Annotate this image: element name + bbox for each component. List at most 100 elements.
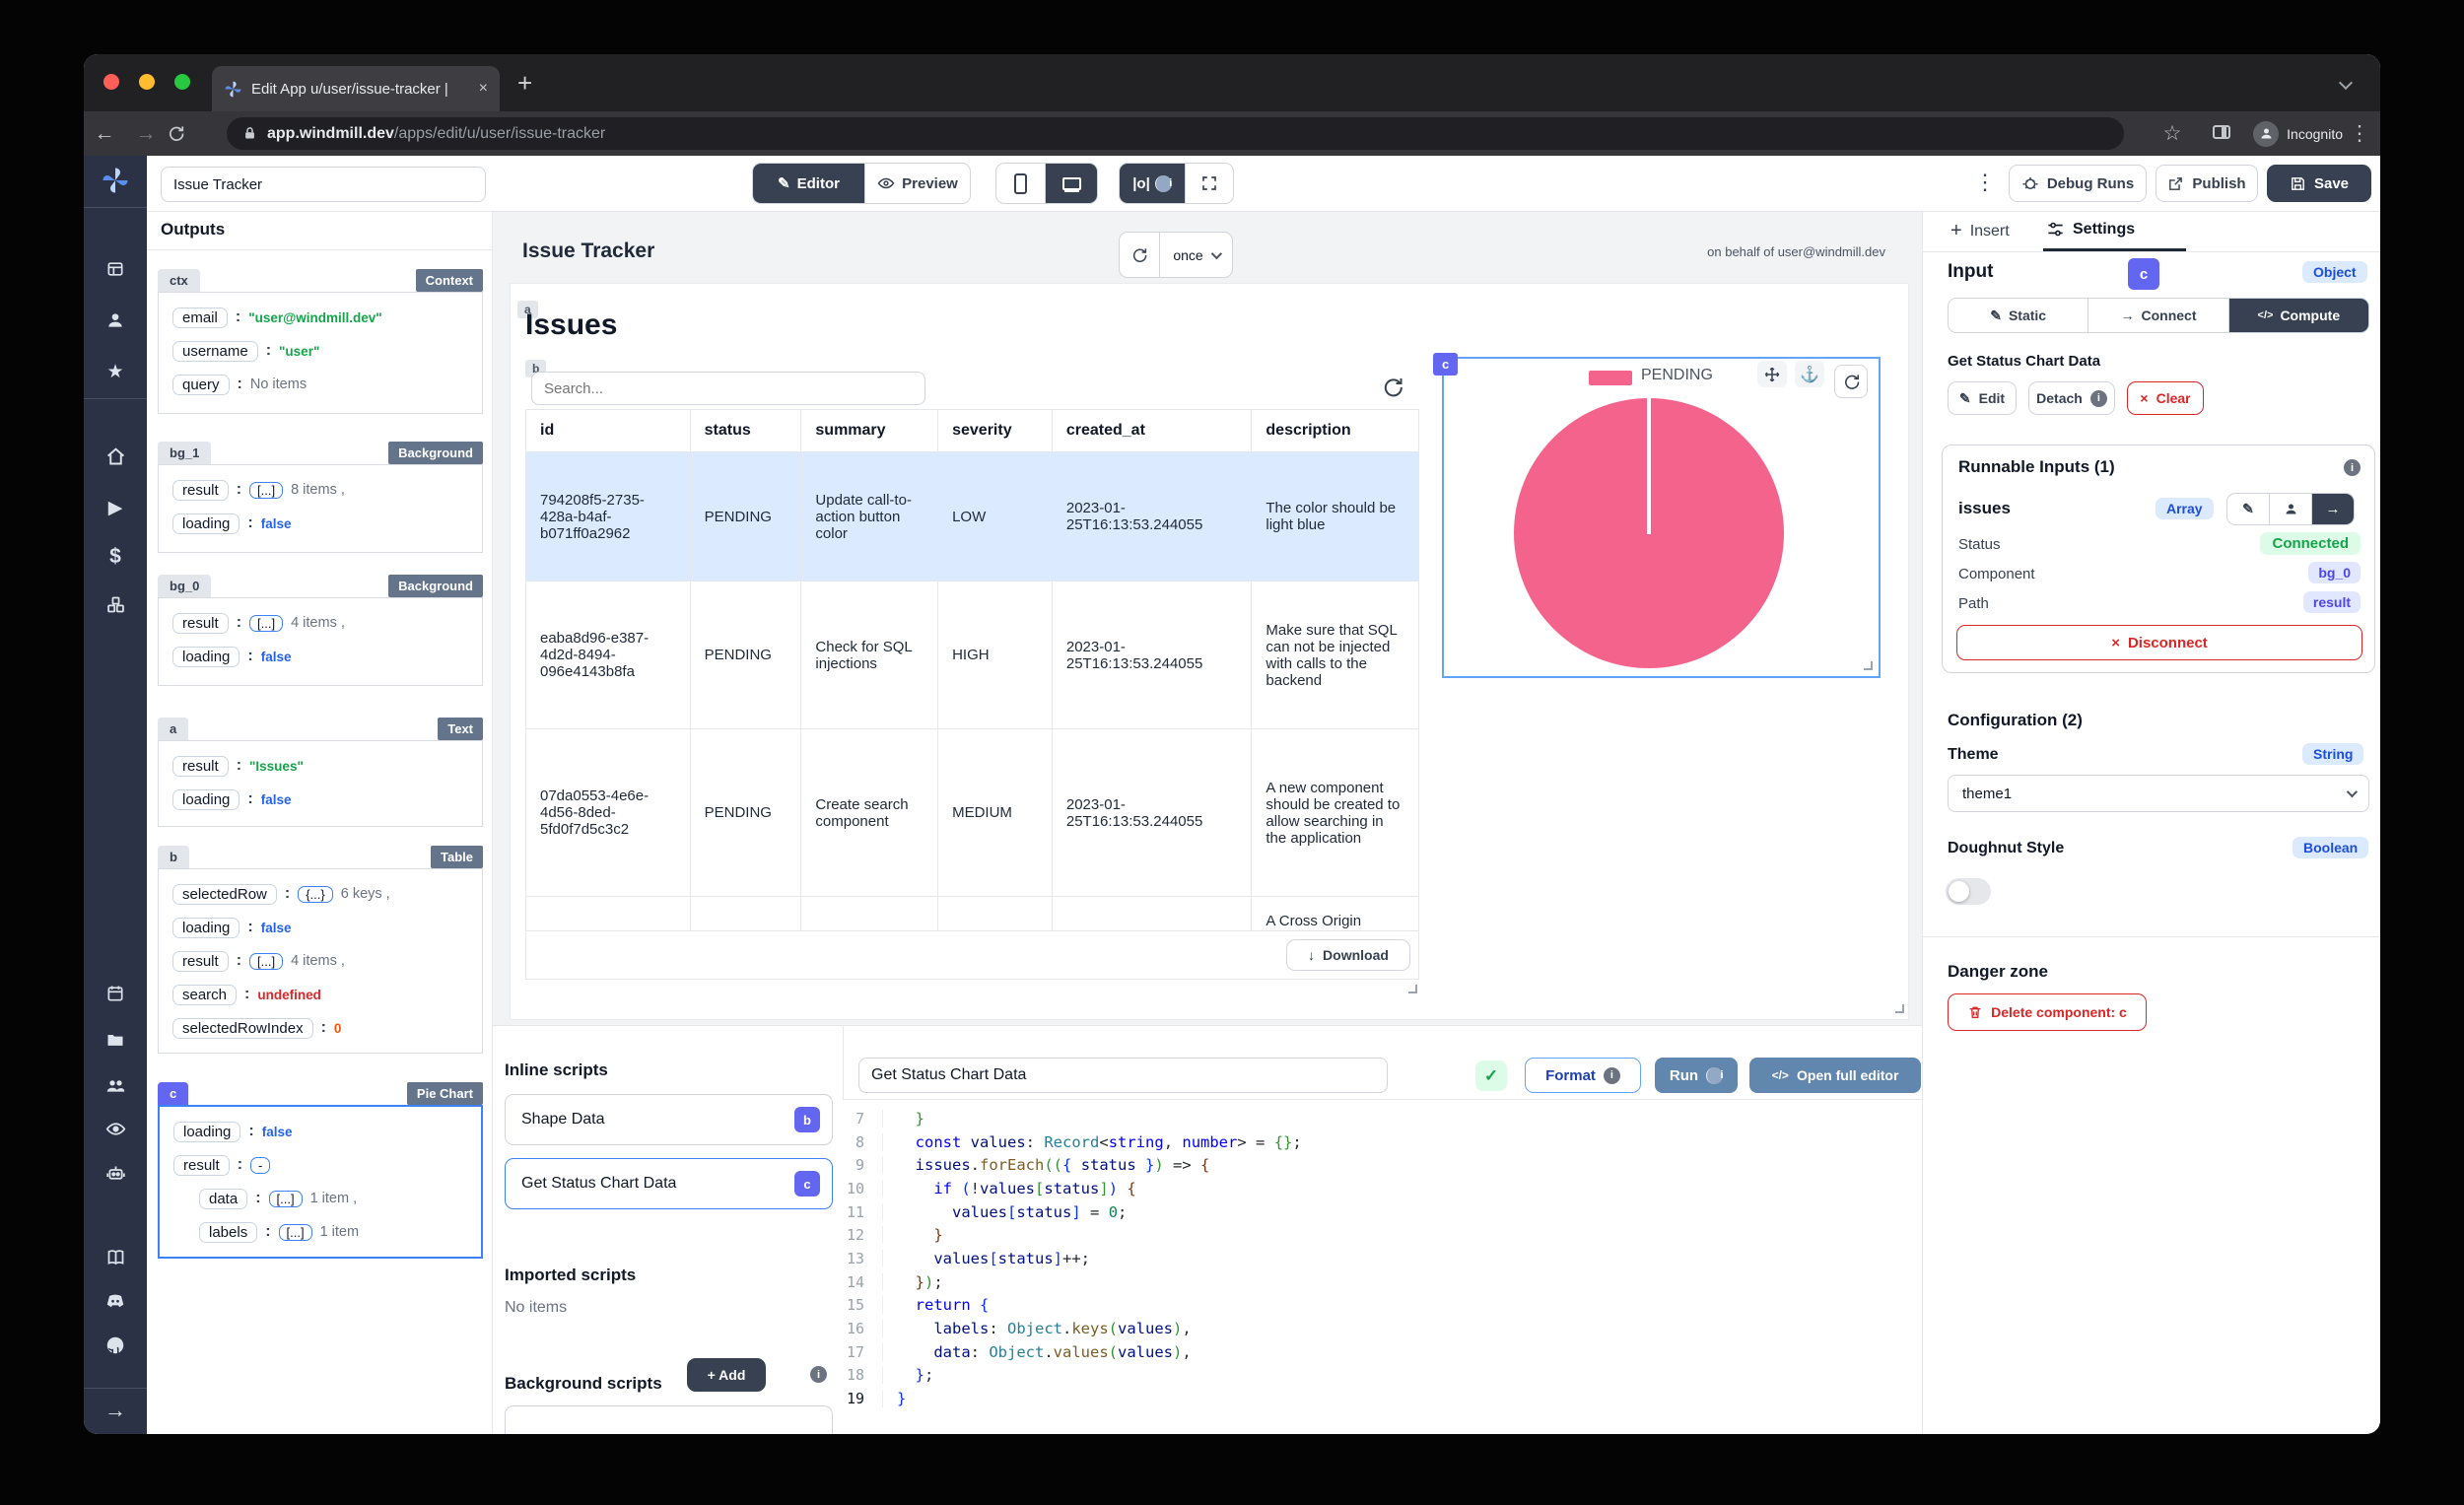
collapsed-array-pill[interactable]: [...] bbox=[249, 614, 284, 632]
home-icon[interactable] bbox=[84, 442, 147, 471]
code-line[interactable]: 17 data: Object.values(values), bbox=[843, 1340, 1922, 1364]
folders-icon[interactable] bbox=[84, 1025, 147, 1055]
bookmark-star-icon[interactable]: ☆ bbox=[2162, 122, 2182, 145]
output-key[interactable]: result bbox=[172, 612, 229, 634]
output-key[interactable]: result bbox=[172, 755, 229, 777]
resources-icon[interactable] bbox=[84, 589, 147, 619]
schedules-icon[interactable] bbox=[84, 979, 147, 1008]
delete-component-button[interactable]: Delete component: c bbox=[1948, 993, 2147, 1031]
output-key[interactable]: labels bbox=[199, 1221, 258, 1243]
static-arg-button[interactable]: ✎ bbox=[2227, 494, 2270, 524]
run-button[interactable]: Run i bbox=[1655, 1058, 1738, 1093]
edit-script-button[interactable]: ✎ Edit bbox=[1948, 381, 2017, 415]
output-id-tab-selected[interactable]: c bbox=[158, 1082, 189, 1105]
audit-eye-icon[interactable] bbox=[84, 1114, 147, 1143]
user-arg-button[interactable] bbox=[2270, 494, 2312, 524]
theme-select[interactable]: theme1 bbox=[1948, 775, 2369, 812]
fullscreen-icon[interactable] bbox=[1186, 164, 1233, 203]
code-editor[interactable]: 7 } 8 const values: Record<string, number… bbox=[843, 1099, 1922, 1434]
anchor-icon[interactable]: ⚓ bbox=[1795, 361, 1824, 387]
save-button[interactable]: Save bbox=[2267, 165, 2371, 202]
doughnut-toggle[interactable] bbox=[1946, 878, 1991, 905]
canvas-resize-handle[interactable] bbox=[1895, 1004, 1904, 1013]
compute-mode-button[interactable]: </> Compute bbox=[2228, 299, 2368, 332]
code-line[interactable]: 11 values[status] = 0; bbox=[843, 1200, 1922, 1224]
column-header[interactable]: summary bbox=[801, 410, 939, 451]
output-key[interactable]: loading bbox=[172, 513, 240, 534]
output-key[interactable]: query bbox=[172, 374, 230, 395]
runs-icon[interactable]: ▶ bbox=[107, 497, 123, 518]
table-row-partial[interactable]: A Cross Origin bbox=[526, 897, 1418, 931]
output-id-tab[interactable]: a bbox=[158, 718, 189, 740]
code-line[interactable]: 14 }); bbox=[843, 1270, 1922, 1294]
code-line[interactable]: 19} bbox=[843, 1387, 1922, 1410]
collapsed-pill[interactable]: - bbox=[250, 1156, 271, 1174]
component-c-badge[interactable]: c bbox=[1433, 353, 1459, 376]
desktop-view-button[interactable] bbox=[1046, 164, 1097, 203]
more-menu-icon[interactable]: ⋮ bbox=[1974, 170, 1996, 194]
output-key[interactable]: loading bbox=[172, 788, 240, 810]
component-value-pill[interactable]: bg_0 bbox=[2308, 562, 2361, 583]
collapsed-object-pill[interactable]: {...} bbox=[298, 885, 333, 903]
settings-tab[interactable]: Settings bbox=[2046, 220, 2135, 239]
output-key[interactable]: username bbox=[172, 340, 258, 362]
collapsed-array-pill[interactable]: [...] bbox=[278, 1223, 312, 1241]
connect-mode-button[interactable]: → Connect bbox=[2088, 299, 2229, 332]
docs-book-icon[interactable] bbox=[84, 1242, 147, 1271]
debug-runs-button[interactable]: Debug Runs bbox=[2009, 165, 2147, 202]
component-a-badge[interactable]: a bbox=[517, 301, 538, 318]
publish-button[interactable]: Publish bbox=[2156, 165, 2258, 202]
github-icon[interactable] bbox=[84, 1331, 147, 1360]
new-tab-button[interactable]: + bbox=[517, 68, 533, 98]
window-close-button[interactable] bbox=[103, 74, 119, 90]
column-header[interactable]: description bbox=[1266, 422, 1351, 439]
code-line[interactable]: 8 const values: Record<string, number> =… bbox=[843, 1130, 1922, 1154]
table-row-selected[interactable]: 794208f5-2735-428a-b4af-b071ff0a2962 PEN… bbox=[526, 452, 1418, 581]
path-value-pill[interactable]: result bbox=[2302, 591, 2361, 613]
editor-tab[interactable]: ✎ Editor bbox=[753, 164, 865, 203]
code-line[interactable]: 18 }; bbox=[843, 1364, 1922, 1388]
code-line[interactable]: 16 labels: Object.keys(values), bbox=[843, 1317, 1922, 1340]
output-key[interactable]: selectedRowIndex bbox=[172, 1017, 313, 1039]
add-background-script-button[interactable]: + Add bbox=[687, 1358, 766, 1392]
tab-close-icon[interactable]: × bbox=[478, 80, 488, 97]
panel-icon[interactable] bbox=[2213, 125, 2230, 139]
output-key[interactable]: result bbox=[172, 479, 229, 501]
output-id-tab[interactable]: ctx bbox=[158, 269, 200, 292]
forward-icon[interactable]: → bbox=[135, 121, 157, 145]
code-line[interactable]: 15 return { bbox=[843, 1294, 1922, 1318]
refresh-mode-select[interactable]: once bbox=[1160, 247, 1232, 263]
column-header[interactable]: status bbox=[691, 410, 802, 451]
incognito-badge[interactable]: Incognito bbox=[2253, 118, 2343, 149]
clear-script-button[interactable]: × Clear bbox=[2127, 381, 2204, 415]
code-line[interactable]: 13 values[status]++; bbox=[843, 1247, 1922, 1270]
output-key[interactable]: result bbox=[173, 1154, 230, 1176]
canvas-refresh-icon[interactable] bbox=[1120, 246, 1159, 264]
pie-resize-handle[interactable] bbox=[1864, 661, 1873, 670]
component-refresh-icon[interactable] bbox=[1834, 365, 1868, 398]
code-line[interactable]: 10 if (!values[status]) { bbox=[843, 1177, 1922, 1200]
output-id-tab[interactable]: b bbox=[158, 846, 189, 868]
table-search-input[interactable] bbox=[531, 372, 925, 405]
mobile-view-button[interactable] bbox=[996, 164, 1046, 203]
column-header[interactable]: created_at bbox=[1053, 410, 1253, 451]
inline-script-item[interactable]: Shape Data b bbox=[505, 1094, 833, 1145]
table-row[interactable]: eaba8d96-e387-4d2d-8494-096e4143b8fa PEN… bbox=[526, 581, 1418, 729]
discord-icon[interactable] bbox=[84, 1286, 147, 1316]
collapsed-array-pill[interactable]: [...] bbox=[249, 952, 284, 970]
favorites-star-icon[interactable]: ★ bbox=[106, 361, 124, 382]
variables-icon[interactable]: $ bbox=[109, 545, 121, 568]
code-line[interactable]: 12 } bbox=[843, 1223, 1922, 1247]
download-button[interactable]: ↓ Download bbox=[1286, 939, 1410, 971]
output-key[interactable]: loading bbox=[172, 917, 240, 938]
output-key[interactable]: selectedRow bbox=[172, 883, 277, 905]
schema-explorer-button[interactable]: |o| i bbox=[1120, 164, 1186, 203]
windmill-logo[interactable] bbox=[84, 166, 147, 195]
output-key[interactable]: search bbox=[172, 984, 238, 1005]
browser-menu-icon[interactable]: ⋮ bbox=[2349, 122, 2370, 145]
code-line[interactable]: 7 } bbox=[843, 1107, 1922, 1130]
address-bar[interactable]: app.windmill.dev/apps/edit/u/user/issue-… bbox=[227, 117, 2124, 150]
output-id-tab[interactable]: bg_0 bbox=[158, 575, 212, 597]
insert-tab[interactable]: + Insert bbox=[1951, 220, 2010, 241]
output-id-tab[interactable]: bg_1 bbox=[158, 442, 212, 464]
